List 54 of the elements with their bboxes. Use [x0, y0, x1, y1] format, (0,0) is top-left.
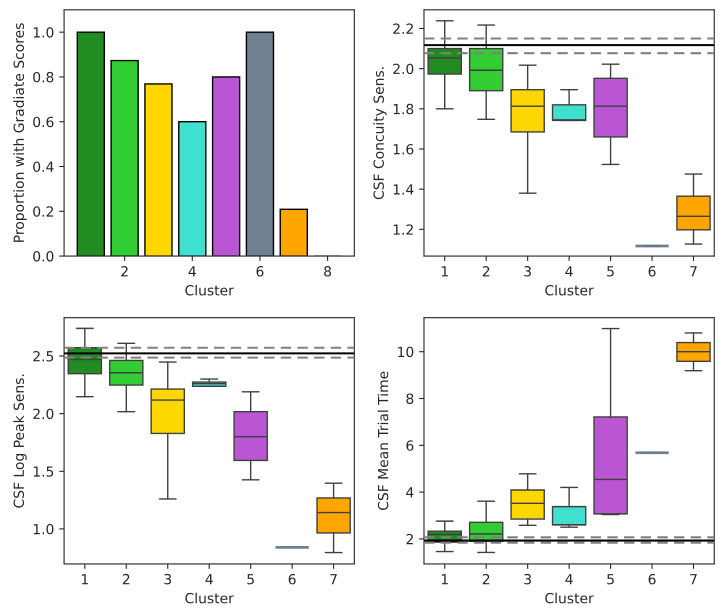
y-tick-label: 1.2 [394, 224, 413, 235]
y-tick-label: 10 [398, 346, 414, 358]
x-tick-label: 4 [565, 266, 573, 276]
x-axis-title: Cluster [545, 592, 594, 604]
y-tick-label: 0.4 [33, 161, 54, 172]
x-axis-title: Cluster [545, 284, 594, 296]
y-tick-label: 0.0 [33, 251, 54, 262]
x-tick-label: 6 [288, 574, 296, 584]
x-tick-label: 5 [247, 574, 254, 584]
x-tick-label: 3 [164, 574, 172, 584]
x-tick-label: 1 [442, 574, 448, 584]
y-tick-label: 0.6 [33, 116, 54, 128]
x-tick-label: 2 [482, 574, 490, 584]
y-tick-label: 1.0 [34, 524, 54, 534]
y-tick-label: 4 [406, 487, 414, 498]
x-tick-label: 1 [442, 266, 448, 276]
x-axis-title: Cluster [185, 284, 234, 296]
x-axis-title: Cluster [185, 592, 234, 604]
x-tick-label: 3 [524, 574, 531, 584]
x-tick-label: 2 [121, 266, 128, 276]
y-tick-label: 0.2 [33, 206, 53, 217]
x-tick-label: 6 [648, 574, 656, 584]
y-tick-label: 1.0 [34, 27, 54, 38]
x-tick-label: 2 [482, 266, 490, 276]
y-tick-label: 2.0 [393, 64, 414, 74]
y-axis-title: CSF Log Peak Sens. [13, 374, 27, 508]
x-tick-label: 8 [324, 266, 332, 277]
y-tick-label: 1.5 [34, 466, 54, 477]
y-tick-label: 1.8 [394, 104, 414, 114]
x-tick-label: 5 [607, 266, 614, 277]
x-tick-label: 6 [648, 266, 656, 277]
x-tick-label: 7 [330, 574, 337, 584]
y-tick-label: 1.6 [394, 144, 414, 154]
y-axis-title: CSF Mean Trial Time [378, 372, 388, 510]
x-tick-label: 4 [565, 574, 573, 584]
y-axis-title: CSF Concuity Sens. [373, 67, 387, 200]
x-tick-label: 6 [256, 266, 264, 277]
y-tick-label: 6 [406, 440, 414, 451]
x-tick-label: 5 [607, 574, 614, 584]
y-tick-label: 2.0 [33, 408, 54, 420]
y-tick-label: 2 [406, 534, 413, 544]
y-axis-title: Proportion with Gradiate Scores [13, 23, 27, 242]
y-tick-label: 8 [406, 393, 414, 404]
x-tick-label: 7 [690, 574, 697, 584]
x-tick-label: 3 [524, 266, 531, 277]
x-tick-label: 2 [122, 574, 130, 584]
x-tick-label: 7 [690, 266, 697, 276]
x-tick-label: 4 [205, 574, 213, 584]
y-tick-label: 2.2 [393, 23, 413, 34]
y-tick-label: 2.5 [33, 351, 54, 362]
x-tick-label: 4 [188, 266, 196, 276]
y-tick-label: 1.4 [394, 184, 414, 194]
x-tick-label: 1 [82, 574, 88, 584]
y-tick-label: 0.8 [33, 72, 54, 82]
